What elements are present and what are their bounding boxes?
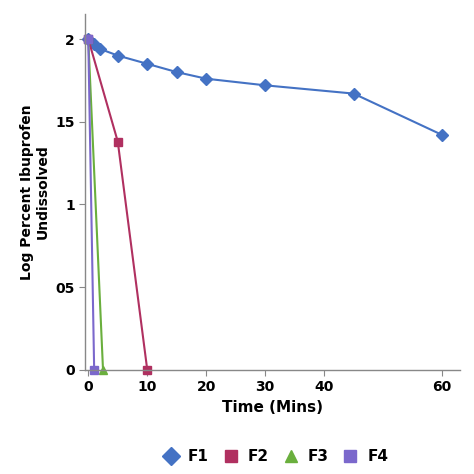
X-axis label: Time (Mins): Time (Mins) <box>222 400 323 415</box>
Legend: F1, F2, F3, F4: F1, F2, F3, F4 <box>151 443 394 469</box>
Y-axis label: Log Percent Ibuprofen
Undissolved: Log Percent Ibuprofen Undissolved <box>19 104 50 280</box>
